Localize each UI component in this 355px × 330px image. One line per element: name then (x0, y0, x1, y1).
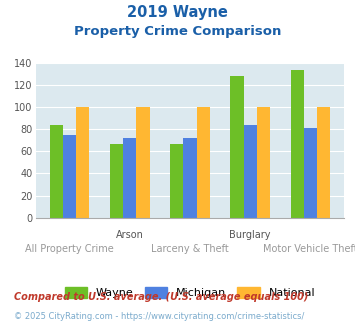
Bar (123, 138, 136, 218)
Bar (257, 107, 270, 218)
Bar (63, 135, 76, 218)
Text: All Property Crime: All Property Crime (25, 244, 114, 254)
Bar (50, 125, 63, 218)
Bar (183, 138, 197, 218)
Bar (76, 107, 89, 218)
Bar (317, 107, 330, 218)
Bar (304, 128, 317, 218)
Text: Larceny & Theft: Larceny & Theft (151, 244, 229, 254)
Text: 2019 Wayne: 2019 Wayne (127, 5, 228, 20)
Bar (110, 144, 123, 218)
Bar (197, 107, 210, 218)
Text: Compared to U.S. average. (U.S. average equals 100): Compared to U.S. average. (U.S. average … (14, 292, 308, 302)
Text: © 2025 CityRating.com - https://www.cityrating.com/crime-statistics/: © 2025 CityRating.com - https://www.city… (14, 312, 305, 321)
Bar (244, 125, 257, 218)
Text: Motor Vehicle Theft: Motor Vehicle Theft (263, 244, 355, 254)
Text: Burglary: Burglary (229, 230, 271, 240)
Text: Property Crime Comparison: Property Crime Comparison (74, 25, 281, 38)
Bar (136, 107, 149, 218)
Text: Arson: Arson (116, 230, 144, 240)
Bar (230, 76, 244, 218)
Bar (170, 144, 183, 218)
Legend: Wayne, Michigan, National: Wayne, Michigan, National (60, 282, 320, 303)
Bar (290, 70, 304, 218)
